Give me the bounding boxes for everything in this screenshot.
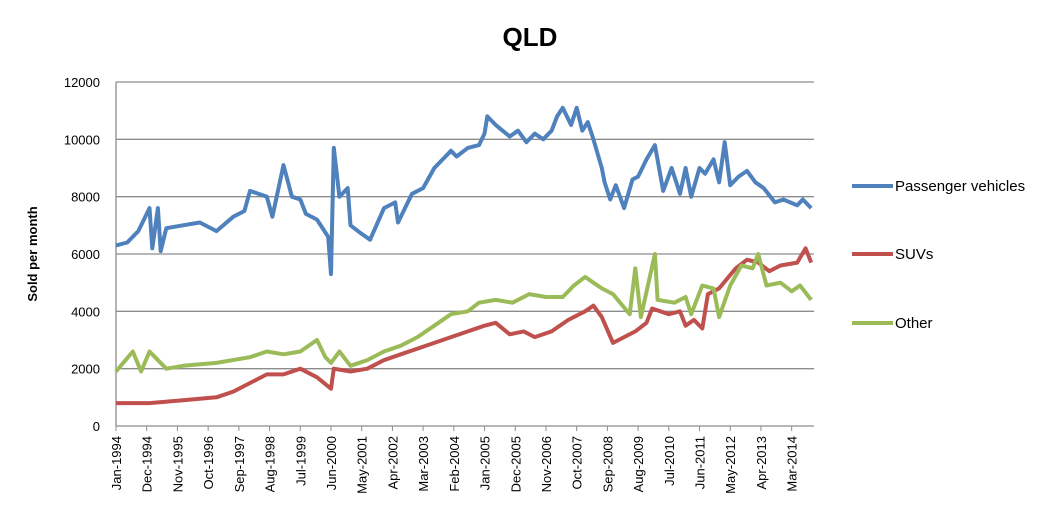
- x-tick-label: May-2001: [355, 436, 370, 494]
- x-tick-label: Jun-2011: [693, 436, 708, 489]
- x-tick-label: Jul-1999: [293, 436, 308, 486]
- x-tick-label: Apr-2013: [754, 436, 769, 489]
- y-tick-label: 0: [93, 419, 100, 434]
- series-line-passenger-vehicles: [115, 105, 813, 277]
- legend-label: Passenger vehicles: [895, 178, 1025, 195]
- x-tick-label: Feb-2004: [447, 436, 462, 492]
- y-tick-label: 4000: [71, 304, 100, 319]
- x-tick-label: Mar-2003: [416, 436, 431, 492]
- x-tick-label: Jan-2005: [478, 436, 493, 490]
- legend-label: SUVs: [895, 246, 933, 263]
- x-tick-label: Sep-1997: [232, 436, 247, 492]
- x-tick-label: Apr-2002: [385, 436, 400, 489]
- y-axis-label: Sold per month: [25, 206, 40, 301]
- x-tick-label: Jun-2000: [324, 436, 339, 490]
- x-tick-label: Aug-1998: [263, 436, 278, 492]
- x-tick-label: Nov-1995: [170, 436, 185, 492]
- y-tick-label: 12000: [64, 75, 100, 90]
- y-tick-label: 6000: [71, 247, 100, 262]
- y-tick-label: 8000: [71, 190, 100, 205]
- x-tick-label: Jul-2010: [662, 436, 677, 486]
- series-line-suvs: [116, 246, 814, 406]
- series-line-other: [114, 252, 813, 374]
- x-tick-label: Dec-1994: [140, 436, 155, 492]
- x-tick-label: Aug-2009: [631, 436, 646, 492]
- x-tick-label: Oct-1996: [201, 436, 216, 489]
- chart-title: QLD: [503, 22, 558, 52]
- y-tick-label: 2000: [71, 362, 100, 377]
- x-tick-label: May-2012: [723, 436, 738, 494]
- x-tick-label: Mar-2014: [785, 436, 800, 492]
- x-tick-label: Dec-2005: [508, 436, 523, 492]
- y-tick-label: 10000: [64, 132, 100, 147]
- legend-label: Other: [895, 315, 933, 332]
- x-tick-label: Jan-1994: [109, 436, 124, 490]
- x-tick-label: Oct-2007: [570, 436, 585, 489]
- x-tick-label: Nov-2006: [539, 436, 554, 492]
- x-tick-label: Sep-2008: [600, 436, 615, 492]
